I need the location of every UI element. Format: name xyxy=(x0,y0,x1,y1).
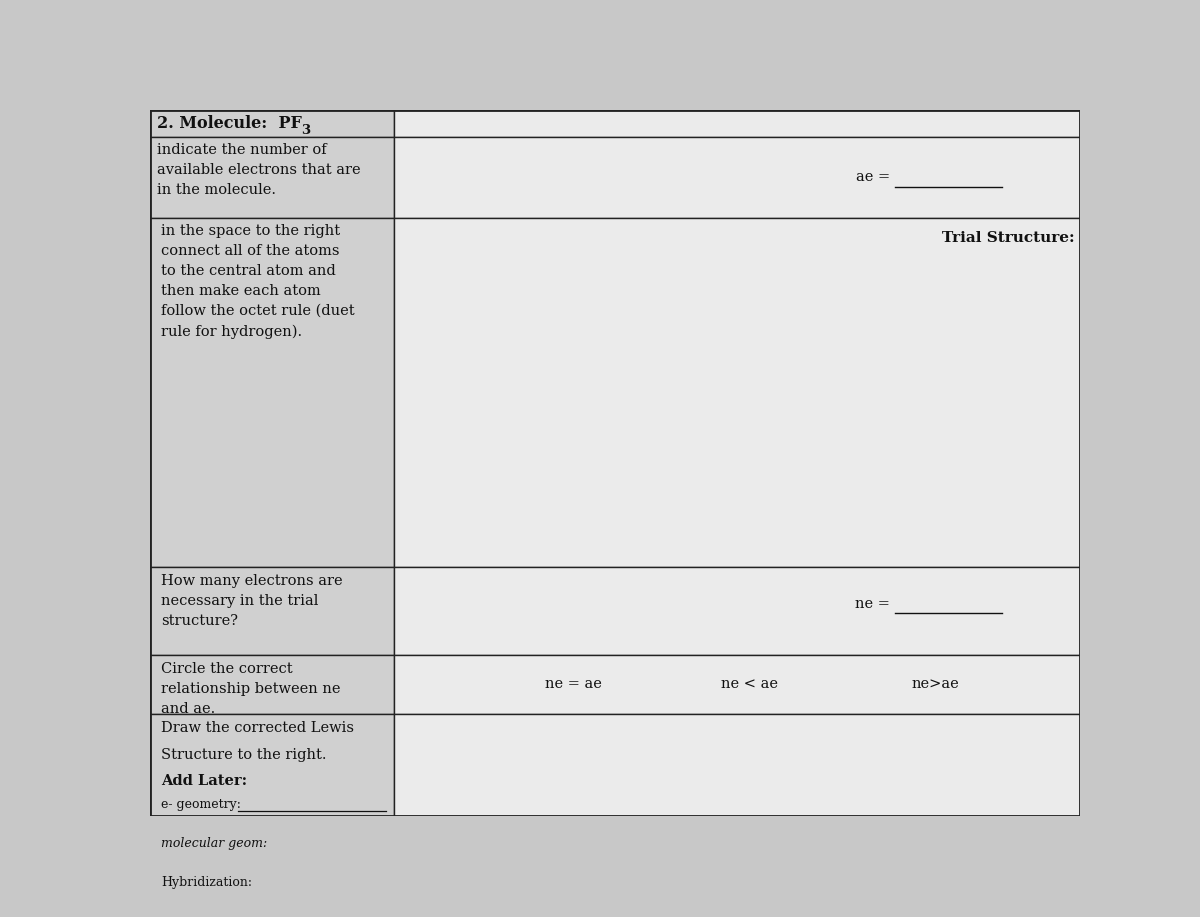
Bar xyxy=(394,137,1080,218)
Text: Trial Structure:: Trial Structure: xyxy=(942,231,1074,245)
Text: ne = ae: ne = ae xyxy=(545,678,601,691)
Text: e- geometry:: e- geometry: xyxy=(161,799,241,812)
Text: Hybridization:: Hybridization: xyxy=(161,876,252,889)
Bar xyxy=(394,713,1080,816)
Text: Add Later:: Add Later: xyxy=(161,774,247,788)
Bar xyxy=(150,110,394,137)
Bar xyxy=(394,567,1080,655)
Text: in the space to the right
connect all of the atoms
to the central atom and
then : in the space to the right connect all of… xyxy=(161,224,355,338)
Text: Structure to the right.: Structure to the right. xyxy=(161,747,326,762)
Text: 3: 3 xyxy=(301,124,310,137)
Bar xyxy=(150,567,394,655)
Text: molecular geom:: molecular geom: xyxy=(161,837,268,850)
Bar xyxy=(150,655,394,713)
Text: ne>ae: ne>ae xyxy=(912,678,960,691)
Text: ne =: ne = xyxy=(856,597,895,611)
Bar xyxy=(150,713,394,816)
Bar xyxy=(394,218,1080,567)
Text: ae =: ae = xyxy=(856,171,895,184)
Bar xyxy=(394,655,1080,713)
Text: ne < ae: ne < ae xyxy=(721,678,779,691)
Bar xyxy=(150,137,394,218)
Text: Circle the correct
relationship between ne
and ae.: Circle the correct relationship between … xyxy=(161,662,341,716)
Bar xyxy=(150,218,394,567)
Text: 2. Molecule:  PF: 2. Molecule: PF xyxy=(157,115,302,132)
Bar xyxy=(394,110,1080,137)
Text: Draw the corrected Lewis: Draw the corrected Lewis xyxy=(161,721,354,735)
Text: indicate the number of
available electrons that are
in the molecule.: indicate the number of available electro… xyxy=(157,142,361,196)
Text: How many electrons are
necessary in the trial
structure?: How many electrons are necessary in the … xyxy=(161,574,343,628)
